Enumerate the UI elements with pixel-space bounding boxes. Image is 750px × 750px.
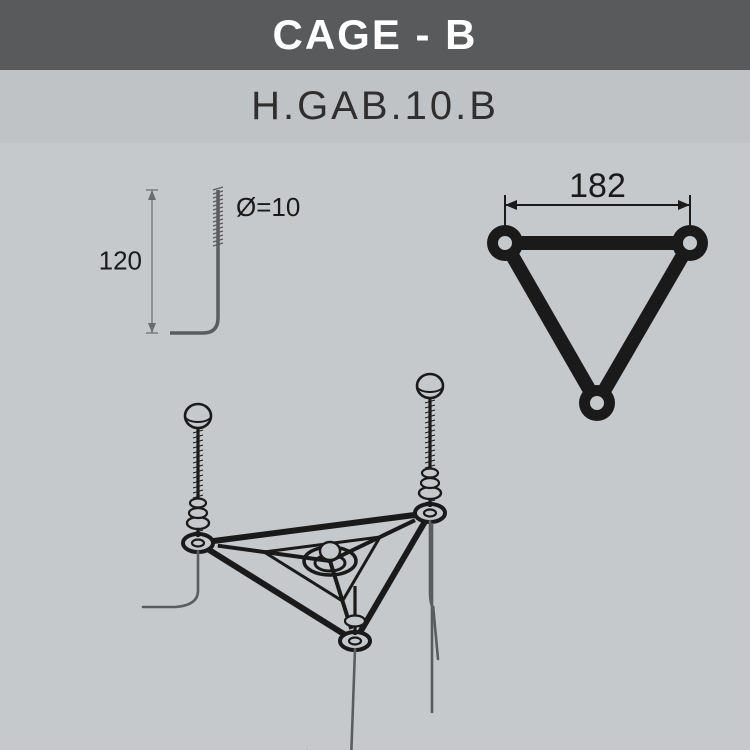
title-bar: CAGE - B (0, 0, 750, 70)
svg-text:Ø=10: Ø=10 (236, 192, 300, 222)
subtitle-bar: H.GAB.10.B (0, 70, 750, 143)
diagram-area: 120 Ø=10 182 (0, 143, 750, 750)
anchor-bolt-dim: 120 Ø=10 (99, 187, 301, 333)
product-spec-card: CAGE - B H.GAB.10.B 120 Ø=10 182 (0, 0, 750, 750)
technical-drawing: 120 Ø=10 182 (0, 143, 750, 750)
svg-text:120: 120 (99, 246, 142, 276)
iso-cage-frame (143, 374, 445, 750)
svg-text:182: 182 (569, 167, 626, 205)
top-view-triangle: 182 (487, 167, 708, 421)
